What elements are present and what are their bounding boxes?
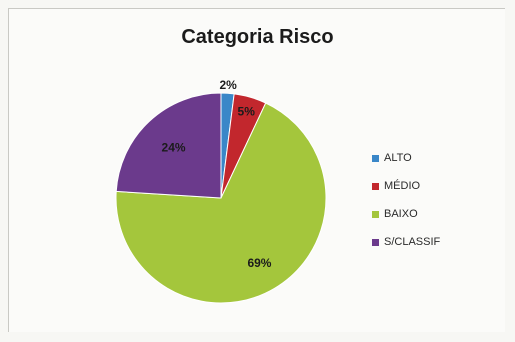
- legend-item-m-dio: MÉDIO: [372, 179, 482, 193]
- pie-slice-s-classif: [115, 92, 222, 199]
- legend-swatch: [372, 238, 379, 246]
- data-label-s-classif: 24%: [162, 140, 186, 154]
- chart-title: Categoria Risco: [181, 26, 334, 48]
- legend-label: MÉDIO: [384, 180, 421, 192]
- legend-item-baixo: BAIXO: [372, 207, 482, 221]
- data-label-baixo: 69%: [247, 256, 271, 270]
- legend-label: BAIXO: [384, 208, 418, 220]
- legend-swatch: [372, 154, 379, 162]
- legend-swatch: [372, 210, 379, 218]
- legend-item-s-classif: S/CLASSIF: [372, 235, 482, 249]
- data-label-m-dio: 5%: [238, 104, 256, 118]
- legend-item-alto: ALTO: [372, 151, 482, 165]
- pie-slice-baixo: [115, 102, 327, 304]
- legend-label: ALTO: [384, 152, 412, 164]
- data-label-alto: 2%: [219, 78, 237, 92]
- legend-swatch: [372, 182, 379, 190]
- legend-label: S/CLASSIF: [384, 236, 441, 248]
- chart-legend: ALTO MÉDIO BAIXO S/CLASSIF: [372, 151, 482, 263]
